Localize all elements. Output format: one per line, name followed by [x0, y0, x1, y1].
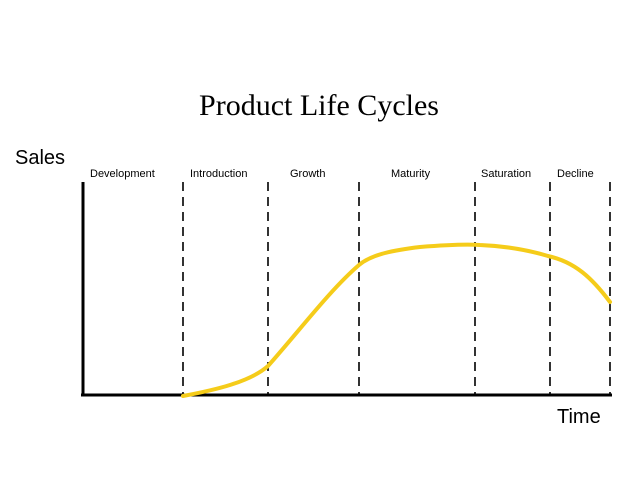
sales-curve — [181, 242, 612, 398]
stage-label-maturity: Maturity — [391, 168, 431, 180]
stage-label-development: Development — [90, 168, 155, 180]
y-axis-label: Sales — [15, 147, 66, 169]
stage-label-growth: Growth — [290, 168, 326, 180]
diagram-title: Product Life Cycles — [199, 89, 439, 122]
stage-label-introduction: Introduction — [190, 168, 248, 180]
x-axis-label: Time — [557, 406, 601, 428]
stage-label-saturation: Saturation — [481, 168, 532, 180]
stage-label-decline: Decline — [557, 168, 594, 180]
